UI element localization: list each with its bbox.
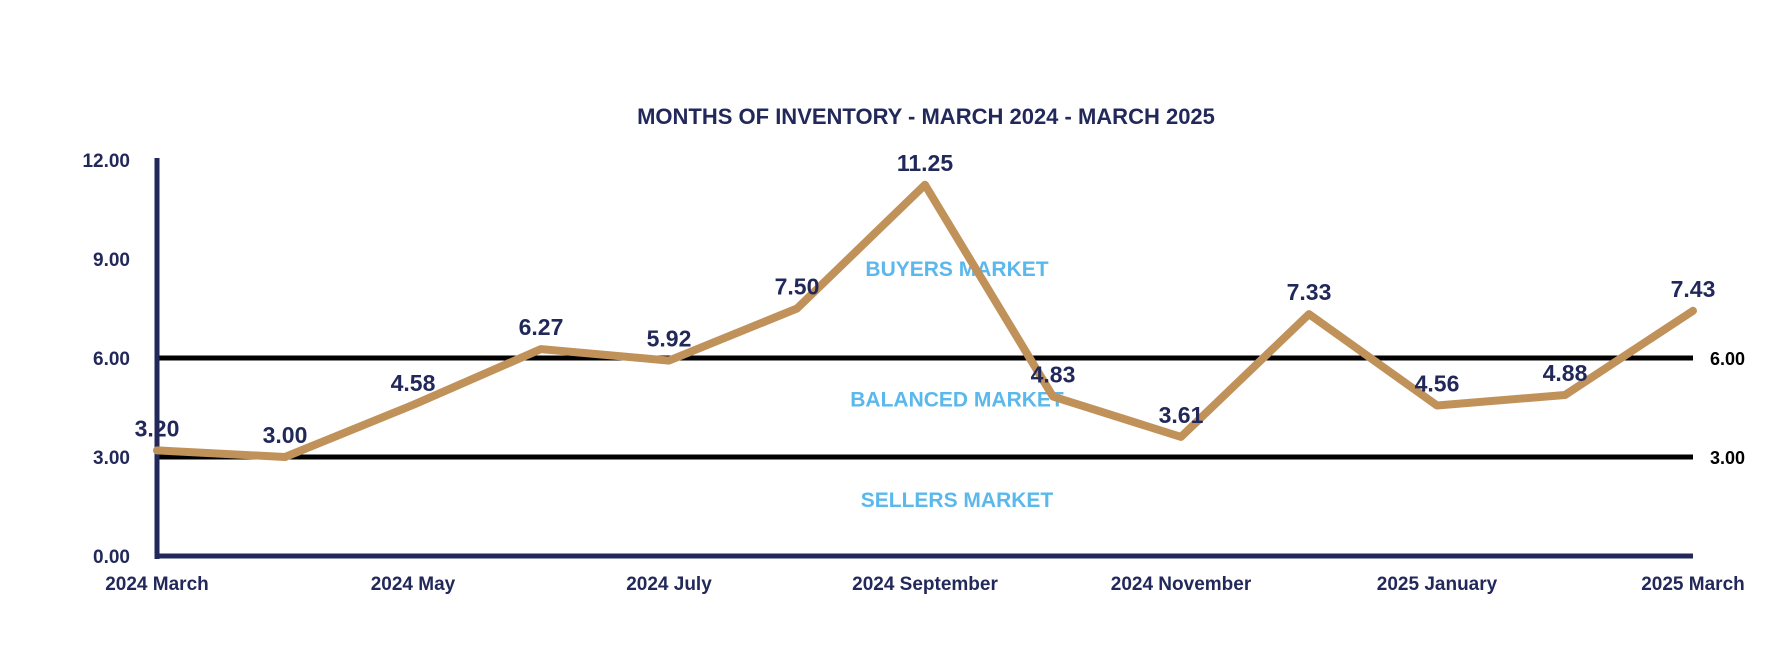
- reference-line-value: 3.00: [1710, 448, 1745, 468]
- x-tick-label: 2024 March: [105, 574, 209, 595]
- x-tick-label: 2025 March: [1641, 574, 1745, 595]
- reference-line-value: 6.00: [1710, 349, 1745, 369]
- axes: 0.00 3.00 6.00 9.00 12.00 2024 March 2024 May 2…: [82, 151, 1744, 595]
- data-label: 4.58: [391, 370, 436, 396]
- y-tick-label: 6.00: [93, 349, 130, 370]
- x-tick-label: 2024 July: [626, 574, 712, 595]
- x-tick-label: 2025 January: [1377, 574, 1498, 595]
- data-label: 3.61: [1159, 402, 1204, 428]
- series-line: [153, 180, 1697, 461]
- data-label: 7.50: [775, 274, 820, 300]
- y-tick-label: 3.00: [93, 448, 130, 469]
- chart-title: MONTHS OF INVENTORY - MARCH 2024 - MARCH…: [637, 104, 1215, 129]
- reference-lines: 6.00 3.00: [157, 349, 1745, 468]
- x-tick-label: 2024 May: [371, 574, 456, 595]
- data-label: 7.43: [1671, 276, 1716, 302]
- data-label: 3.20: [135, 415, 180, 441]
- data-label: 4.83: [1031, 362, 1076, 388]
- data-label: 4.88: [1543, 360, 1588, 386]
- market-zone-labels: BUYERS MARKET BALANCED MARKET SELLERS MARK…: [850, 258, 1064, 512]
- zone-label: SELLERS MARKET: [861, 489, 1054, 512]
- zone-label: BALANCED MARKET: [850, 388, 1064, 411]
- series-line-group: [153, 180, 1697, 461]
- zone-label: BUYERS MARKET: [865, 258, 1048, 281]
- x-tick-label: 2024 November: [1111, 574, 1252, 595]
- data-label: 11.25: [897, 150, 953, 176]
- data-label: 7.33: [1287, 279, 1332, 305]
- data-label: 3.00: [263, 422, 308, 448]
- data-label: 6.27: [519, 314, 564, 340]
- y-tick-label: 9.00: [93, 250, 130, 271]
- data-label: 5.92: [647, 326, 692, 352]
- y-tick-label: 12.00: [82, 151, 130, 172]
- data-labels: 3.20 3.00 4.58 6.27 5.92 7.50 11.25 4.83 3.61 7.3…: [135, 150, 1716, 448]
- data-label: 4.56: [1415, 371, 1460, 397]
- x-tick-label: 2024 September: [852, 574, 998, 595]
- y-tick-label: 0.00: [93, 547, 130, 568]
